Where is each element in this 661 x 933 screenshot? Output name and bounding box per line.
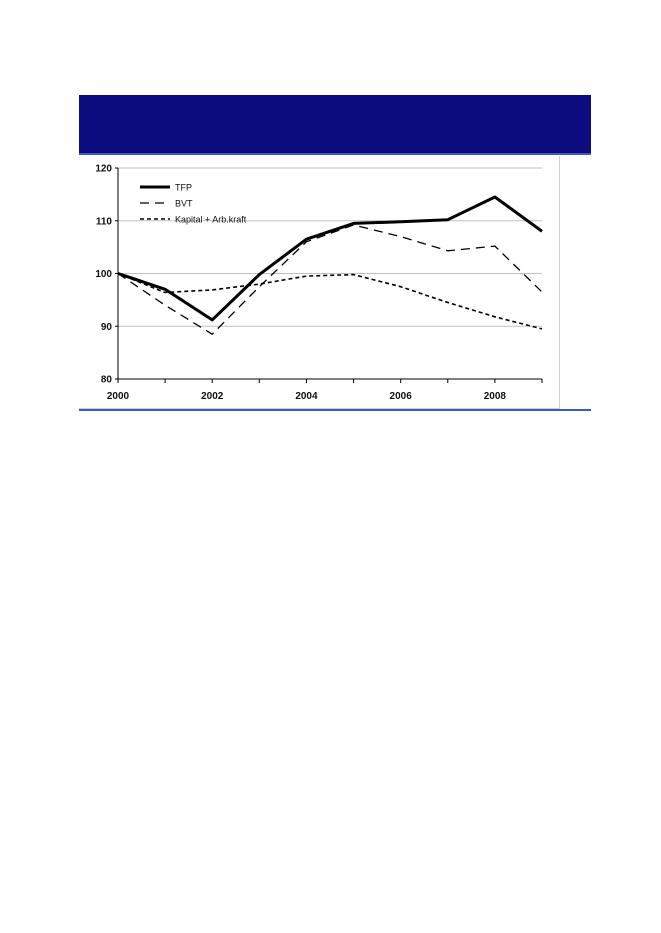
legend-label-2: BVT <box>175 199 193 209</box>
legend-label-3: Kapital + Arb.kraft <box>175 215 247 225</box>
header-rule <box>79 153 591 155</box>
bottom-rule <box>79 409 591 411</box>
x-tick-label: 2008 <box>484 391 507 402</box>
legend-label-1: TFP <box>175 183 192 193</box>
grid-lines <box>118 167 542 327</box>
legend: TFP BVT Kapital + Arb.kraft <box>140 183 247 225</box>
y-tick-label: 120 <box>95 164 112 175</box>
y-tick-label: 110 <box>96 216 113 227</box>
y-tick-label: 90 <box>101 322 113 333</box>
line-chart: 80 90 100 110 120 2000 2002 2004 2006 2008 TFP BVT… <box>95 164 543 403</box>
chart-frame <box>79 156 560 409</box>
x-tick-label: 2000 <box>107 391 130 402</box>
header-banner <box>79 95 591 153</box>
tick-labels: 80 90 100 110 120 2000 2002 2004 2006 2008 <box>95 164 506 403</box>
series-line-2 <box>117 224 543 335</box>
y-tick-label: 100 <box>95 269 112 280</box>
x-tick-label: 2006 <box>390 391 413 402</box>
series-lines <box>117 195 543 335</box>
x-tick-label: 2004 <box>295 391 318 402</box>
y-tick-label: 80 <box>101 375 113 386</box>
x-tick-label: 2002 <box>201 391 224 402</box>
series-line-1 <box>117 195 543 322</box>
